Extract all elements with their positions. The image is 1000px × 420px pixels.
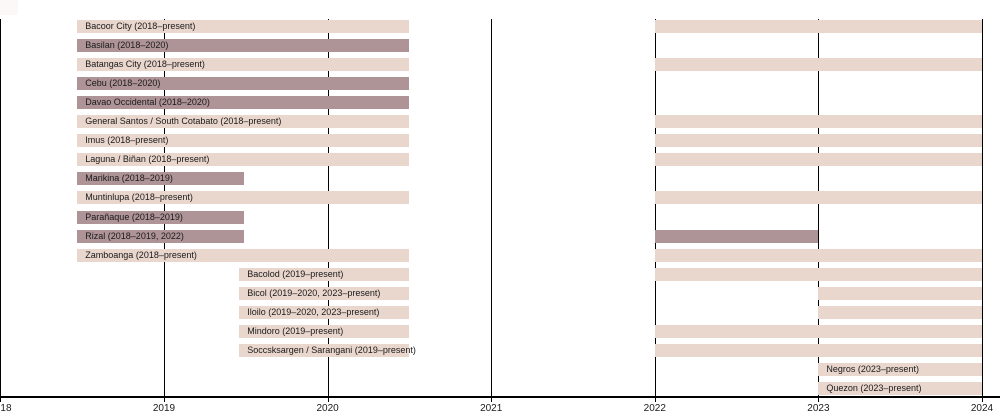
tick-label-2018: 2018 <box>0 403 12 414</box>
bar-segment-mindoro-1 <box>654 324 982 338</box>
bar-segment-imus-1 <box>654 134 982 148</box>
bar-segment-quezon-0 <box>818 381 982 395</box>
row-label-davao-occidental: Davao Occidental (2018–2020) <box>85 97 210 108</box>
axis-tick-2020 <box>327 398 329 402</box>
bar-segment-paranaque-0 <box>77 210 245 224</box>
timeline-row-muntinlupa: Muntinlupa (2018–present) <box>0 191 1000 205</box>
bar-segment-zamboanga-0 <box>77 248 410 262</box>
axis-tick-2022 <box>654 398 656 402</box>
bar-segment-imus-0 <box>77 134 410 148</box>
row-label-bacoor-city: Bacoor City (2018–present) <box>85 21 196 31</box>
bar-segment-laguna-binan-1 <box>654 153 982 167</box>
bar-segment-general-santos-south-cotabato-1 <box>654 115 982 129</box>
timeline-row-basilan: Basilan (2018–2020) <box>0 39 1000 53</box>
timeline-row-negros: Negros (2023–present) <box>0 362 1000 376</box>
bar-segment-cebu-0 <box>77 77 410 91</box>
bar-segment-mindoro-0 <box>239 324 410 338</box>
row-label-quezon: Quezon (2023–present) <box>826 382 922 393</box>
bar-segment-muntinlupa-0 <box>77 191 410 205</box>
row-label-cebu: Cebu (2018–2020) <box>85 78 161 89</box>
bar-segment-batangas-city-0 <box>77 58 410 72</box>
corner-artifact <box>0 0 18 15</box>
timeline-row-mindoro: Mindoro (2019–present) <box>0 324 1000 338</box>
row-label-muntinlupa: Muntinlupa (2018–present) <box>85 192 193 203</box>
axis-tick-2019 <box>164 398 165 402</box>
bar-segment-bacoor-city-1 <box>654 20 982 33</box>
timeline-row-paranaque: Parañaque (2018–2019) <box>0 210 1000 224</box>
row-label-bacolod: Bacolod (2019–present) <box>247 268 344 279</box>
axis-tick-2018 <box>0 398 2 402</box>
timeline-row-iloilo: Iloilo (2019–2020, 2023–present) <box>0 305 1000 319</box>
row-label-basilan: Basilan (2018–2020) <box>85 40 169 51</box>
timeline-row-imus: Imus (2018–present) <box>0 134 1000 148</box>
row-label-mindoro: Mindoro (2019–present) <box>247 325 344 336</box>
gridline-2018 <box>0 19 2 396</box>
timeline-row-batangas-city: Batangas City (2018–present) <box>0 58 1000 72</box>
timeline-row-rizal: Rizal (2018–2019, 2022) <box>0 229 1000 243</box>
timeline-row-davao-occidental: Davao Occidental (2018–2020) <box>0 96 1000 110</box>
row-label-paranaque: Parañaque (2018–2019) <box>85 211 183 222</box>
bar-segment-bicol-1 <box>818 286 982 300</box>
row-label-bicol: Bicol (2019–2020, 2023–present) <box>247 287 381 298</box>
timeline-row-general-santos-south-cotabato: General Santos / South Cotabato (2018–pr… <box>0 115 1000 129</box>
bar-segment-bacoor-city-0 <box>77 20 410 33</box>
axis-tick-2021 <box>491 398 493 402</box>
bar-segment-basilan-0 <box>77 39 410 53</box>
x-axis-line <box>0 396 1000 398</box>
timeline-row-laguna-binan: Laguna / Biñan (2018–present) <box>0 153 1000 167</box>
gridline-2023 <box>818 19 820 396</box>
row-label-general-santos-south-cotabato: General Santos / South Cotabato (2018–pr… <box>85 116 282 127</box>
bar-segment-negros-0 <box>818 362 982 376</box>
bar-segment-bicol-0 <box>239 286 410 300</box>
tick-label-2020: 2020 <box>316 403 339 414</box>
axis-tick-2023 <box>818 398 820 402</box>
row-label-laguna-binan: Laguna / Biñan (2018–present) <box>85 154 210 165</box>
gridline-2019 <box>164 19 165 396</box>
axis-tick-2024 <box>982 398 983 402</box>
bar-segment-iloilo-1 <box>818 305 982 319</box>
tick-label-2024: 2024 <box>970 403 994 414</box>
bar-segment-laguna-binan-0 <box>77 153 410 167</box>
bar-segment-batangas-city-1 <box>654 58 982 72</box>
row-label-rizal: Rizal (2018–2019, 2022) <box>85 230 184 241</box>
tick-label-2022: 2022 <box>643 403 666 414</box>
bar-segment-iloilo-0 <box>239 305 410 319</box>
bar-segment-soccsksargen-sarangani-0 <box>239 343 410 357</box>
tick-label-2021: 2021 <box>480 403 503 414</box>
row-label-marikina: Marikina (2018–2019) <box>85 173 173 184</box>
timeline-row-bacolod: Bacolod (2019–present) <box>0 267 1000 281</box>
bar-segment-bacolod-0 <box>239 267 410 281</box>
bar-segment-zamboanga-1 <box>654 248 982 262</box>
timeline-row-cebu: Cebu (2018–2020) <box>0 77 1000 91</box>
bar-segment-muntinlupa-1 <box>654 191 982 205</box>
gridline-2020 <box>327 19 329 396</box>
tick-label-2023: 2023 <box>807 403 830 414</box>
row-label-negros: Negros (2023–present) <box>826 363 919 374</box>
gridline-2024 <box>982 19 983 396</box>
bar-segment-rizal-1 <box>654 229 819 243</box>
row-label-zamboanga: Zamboanga (2018–present) <box>85 249 197 260</box>
bar-segment-marikina-0 <box>77 172 245 186</box>
timeline-row-soccsksargen-sarangani: Soccsksargen / Sarangani (2019–present) <box>0 343 1000 357</box>
timeline-row-marikina: Marikina (2018–2019) <box>0 172 1000 186</box>
bar-segment-bacolod-1 <box>654 267 982 281</box>
bar-segment-rizal-0 <box>77 229 245 243</box>
tick-label-2019: 2019 <box>152 403 176 414</box>
timeline-row-zamboanga: Zamboanga (2018–present) <box>0 248 1000 262</box>
row-label-batangas-city: Batangas City (2018–present) <box>85 59 205 70</box>
row-label-imus: Imus (2018–present) <box>85 135 169 146</box>
gridline-2021 <box>491 19 493 396</box>
timeline-row-bacoor-city: Bacoor City (2018–present) <box>0 20 1000 33</box>
bar-segment-soccsksargen-sarangani-1 <box>654 343 982 357</box>
bar-segment-davao-occidental-0 <box>77 96 410 110</box>
timeline-row-quezon: Quezon (2023–present) <box>0 381 1000 395</box>
gridline-2022 <box>654 19 656 396</box>
bar-segment-general-santos-south-cotabato-0 <box>77 115 410 129</box>
timeline-row-bicol: Bicol (2019–2020, 2023–present) <box>0 286 1000 300</box>
row-label-iloilo: Iloilo (2019–2020, 2023–present) <box>247 306 380 317</box>
row-label-soccsksargen-sarangani: Soccsksargen / Sarangani (2019–present) <box>247 344 416 355</box>
